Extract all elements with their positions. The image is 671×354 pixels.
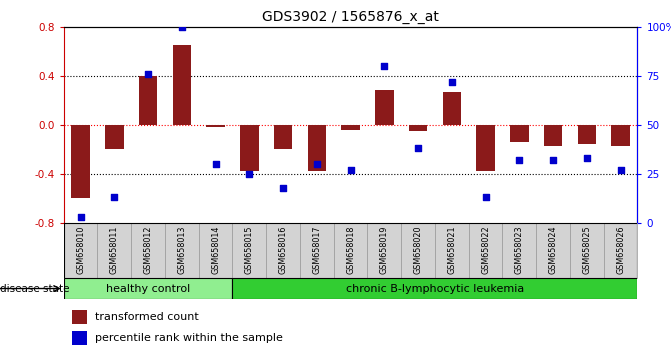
Bar [375,90,394,125]
Bar [172,45,191,125]
Text: GSM658022: GSM658022 [481,226,490,274]
Text: GSM658013: GSM658013 [177,226,187,274]
Bar [435,223,469,278]
Bar [510,125,529,142]
Bar [266,223,300,278]
Text: transformed count: transformed count [95,312,199,322]
Point [345,167,356,173]
Text: GSM658011: GSM658011 [110,226,119,274]
Point [75,214,86,220]
Bar [307,125,326,171]
Bar [503,223,536,278]
Bar [72,310,87,324]
Point [210,161,221,167]
Bar [274,125,293,149]
Text: GSM658023: GSM658023 [515,226,524,274]
Text: healthy control: healthy control [106,284,191,293]
Bar [132,223,165,278]
Bar [232,278,637,299]
Bar [409,125,427,131]
Bar [71,125,90,199]
Bar [611,125,630,145]
Text: GSM658017: GSM658017 [312,226,321,274]
Text: percentile rank within the sample: percentile rank within the sample [95,333,283,343]
Point [480,195,491,200]
Bar [165,223,199,278]
Bar [64,223,97,278]
Bar [300,223,333,278]
Text: GSM658018: GSM658018 [346,226,355,274]
Bar [333,223,368,278]
Point [176,24,187,29]
Bar [206,125,225,127]
Bar [604,223,637,278]
Bar [476,125,495,171]
Bar [199,223,232,278]
Point [413,145,423,151]
Bar [578,125,596,144]
Point [548,157,558,163]
Point [446,79,457,84]
Point [379,63,390,69]
Text: GSM658014: GSM658014 [211,226,220,274]
Point [278,185,289,190]
Point [615,167,626,173]
Point [143,71,154,76]
Bar [570,223,604,278]
Text: chronic B-lymphocytic leukemia: chronic B-lymphocytic leukemia [346,284,524,293]
Text: GSM658020: GSM658020 [413,226,423,274]
Bar [342,125,360,130]
Point [244,171,255,177]
Bar [240,125,258,171]
Text: GSM658010: GSM658010 [76,226,85,274]
Text: GSM658021: GSM658021 [448,226,456,274]
Bar [139,76,158,125]
Bar [443,92,461,125]
Point [311,161,322,167]
Text: disease state: disease state [0,284,70,293]
Bar [544,125,562,145]
Text: GSM658019: GSM658019 [380,226,389,274]
Bar [72,331,87,345]
Bar [232,223,266,278]
Bar [469,223,503,278]
Text: GSM658025: GSM658025 [582,226,591,274]
Text: GSM658024: GSM658024 [549,226,558,274]
Title: GDS3902 / 1565876_x_at: GDS3902 / 1565876_x_at [262,10,439,24]
Bar [97,223,132,278]
Text: GSM658012: GSM658012 [144,226,152,274]
Bar [401,223,435,278]
Bar [105,125,123,149]
Text: GSM658015: GSM658015 [245,226,254,274]
Text: GSM658016: GSM658016 [278,226,288,274]
Bar [536,223,570,278]
Point [109,195,119,200]
Bar [64,278,232,299]
Point [582,155,592,161]
Point [514,157,525,163]
Text: GSM658026: GSM658026 [616,226,625,274]
Bar [368,223,401,278]
